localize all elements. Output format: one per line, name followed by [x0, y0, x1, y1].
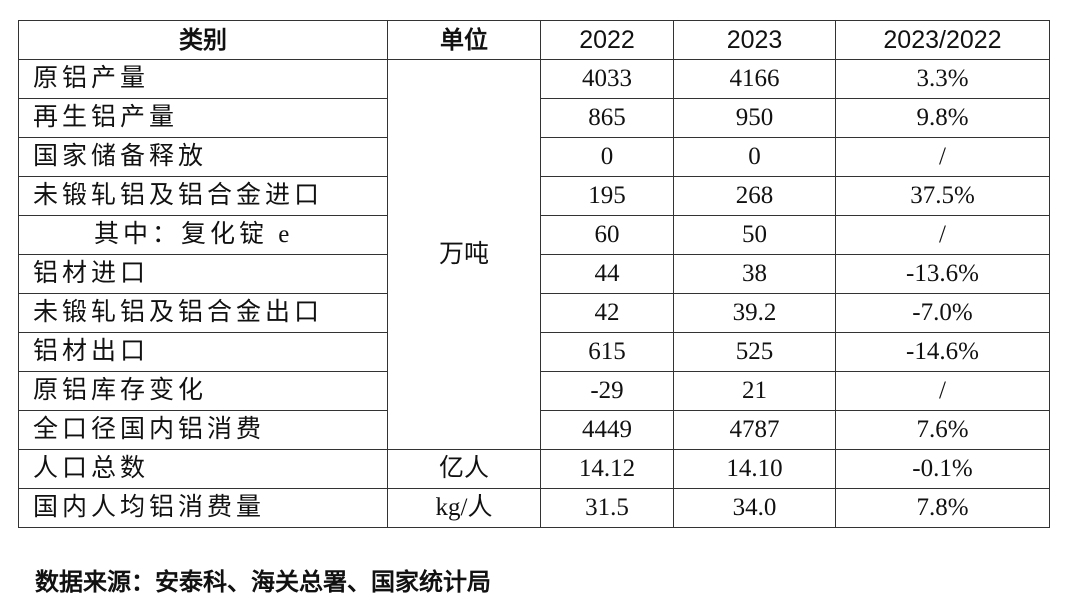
ratio-cell: /	[835, 215, 1050, 255]
value-2023-cell: 4166	[673, 59, 836, 99]
category-cell: 铝材进口	[18, 254, 388, 294]
value-2022-cell: 865	[540, 98, 674, 138]
ratio-cell: -13.6%	[835, 254, 1050, 294]
table-row: 原铝库存变化 -29 21/	[18, 371, 1050, 411]
value-2023-cell: 950	[673, 98, 836, 138]
value-2023-cell: 14.10	[673, 449, 836, 489]
ratio-cell: 7.8%	[835, 488, 1050, 528]
category-cell: 再生铝产量	[18, 98, 388, 138]
value-2023-cell: 525	[673, 332, 836, 372]
table-row: 未锻轧铝及铝合金进口 195 268 37.5%	[18, 176, 1050, 216]
category-cell: 未锻轧铝及铝合金进口	[18, 176, 388, 216]
ratio-cell: 9.8%	[835, 98, 1050, 138]
unit-cell: 亿人	[387, 449, 541, 489]
value-2023-cell: 268	[673, 176, 836, 216]
table-row: 铝材进口 44 38 -13.6%	[18, 254, 1050, 294]
header-category: 类别	[18, 20, 388, 60]
header-unit: 单位	[387, 20, 541, 60]
value-2022-cell: 4449	[540, 410, 674, 450]
value-2022-cell: 42	[540, 293, 674, 333]
table-row: 未锻轧铝及铝合金出口 42 39.2 -7.0%	[18, 293, 1050, 333]
header-2023: 2023	[673, 20, 836, 60]
ratio-cell: -0.1%	[835, 449, 1050, 489]
ratio-cell: /	[835, 371, 1050, 411]
ratio-cell: -7.0%	[835, 293, 1050, 333]
unit-cell: 万吨	[387, 59, 541, 450]
unit-cell: kg/人	[387, 488, 541, 528]
category-cell: 原铝库存变化	[18, 371, 388, 411]
category-cell: 铝材出口	[18, 332, 388, 372]
value-2022-cell: 31.5	[540, 488, 674, 528]
table-row: 人口总数 亿人 14.12 14.10 -0.1%	[18, 449, 1050, 489]
value-2022-cell: 615	[540, 332, 674, 372]
value-2023-cell: 0	[673, 137, 836, 177]
ratio-cell: 7.6%	[835, 410, 1050, 450]
aluminum-balance-table: 类别 单位 2022 2023 2023/2022 原铝产量 万吨 4033 4166…	[18, 20, 1050, 528]
table-row: 原铝产量 万吨 4033 4166 3.3%	[18, 59, 1050, 450]
category-cell: 全口径国内铝消费	[18, 410, 388, 450]
value-2022-cell: -29	[540, 371, 674, 411]
table-row: 国内人均铝消费量 kg/人 31.5 34.0 7.8%	[18, 488, 1050, 528]
header-2022: 2022	[540, 20, 674, 60]
value-2022-cell: 14.12	[540, 449, 674, 489]
category-cell: 未锻轧铝及铝合金出口	[18, 293, 388, 333]
category-cell: 人口总数	[18, 449, 388, 489]
value-2022-cell: 60	[540, 215, 674, 255]
value-2023-cell: 34.0	[673, 488, 836, 528]
value-2022-cell: 44	[540, 254, 674, 294]
value-2022-cell: 4033	[540, 59, 674, 99]
value-2022-cell: 0	[540, 137, 674, 177]
value-2023-cell: 50	[673, 215, 836, 255]
header-ratio: 2023/2022	[835, 20, 1050, 60]
table-header-row: 类别 单位 2022 2023 2023/2022	[18, 20, 1050, 60]
table-row: 全口径国内铝消费 4449 4787 7.6%	[18, 410, 1050, 450]
category-cell: 国内人均铝消费量	[18, 488, 388, 528]
category-cell: 国家储备释放	[18, 137, 388, 177]
category-cell: 其中：复化锭 e	[18, 215, 388, 255]
value-2023-cell: 38	[673, 254, 836, 294]
data-source-note: 数据来源：安泰科、海关总署、国家统计局	[35, 568, 491, 596]
value-2023-cell: 39.2	[673, 293, 836, 333]
value-2022-cell: 195	[540, 176, 674, 216]
ratio-cell: -14.6%	[835, 332, 1050, 372]
ratio-cell: 37.5%	[835, 176, 1050, 216]
value-2023-cell: 21	[673, 371, 836, 411]
table-row: 铝材出口 615 525 -14.6%	[18, 332, 1050, 372]
category-cell: 原铝产量	[18, 59, 388, 99]
value-2023-cell: 4787	[673, 410, 836, 450]
ratio-cell: /	[835, 137, 1050, 177]
ratio-cell: 3.3%	[835, 59, 1050, 99]
